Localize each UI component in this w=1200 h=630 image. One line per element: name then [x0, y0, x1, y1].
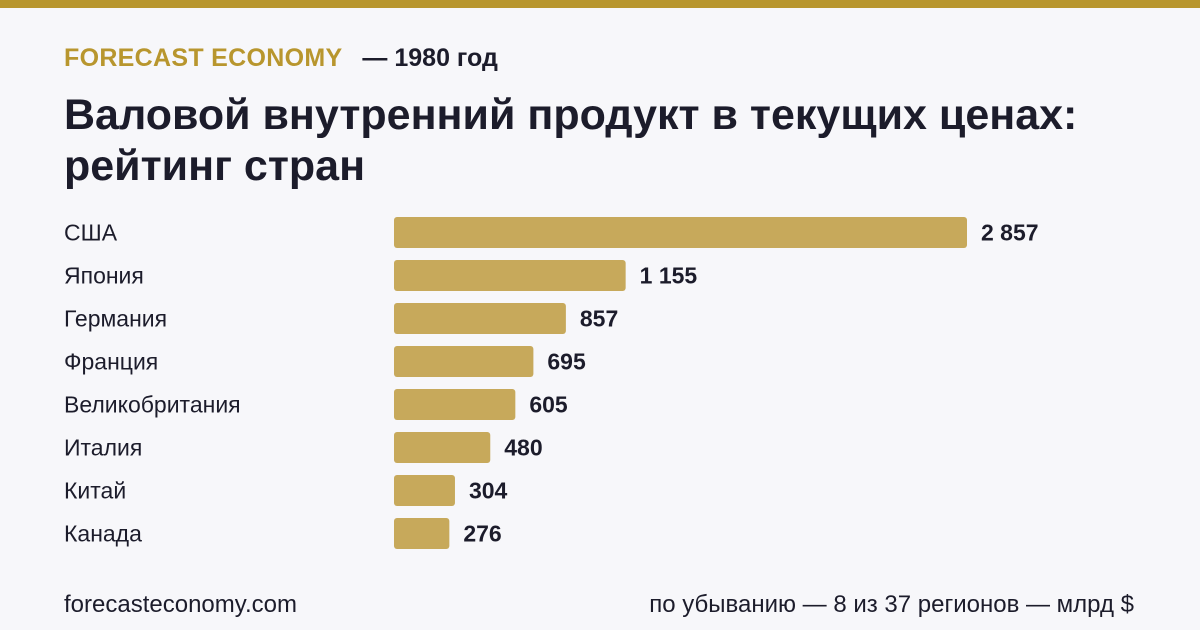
category-label: США — [64, 220, 118, 246]
bar — [394, 346, 534, 377]
category-label: Китай — [64, 478, 126, 504]
bar — [394, 475, 455, 506]
site-link[interactable]: forecasteconomy.com — [64, 591, 297, 618]
chart-note: по убыванию — 8 из 37 регионов — млрд $ — [649, 591, 1134, 618]
value-label: 695 — [547, 349, 586, 375]
bar — [394, 303, 566, 334]
value-label: 276 — [463, 521, 501, 547]
value-label: 857 — [580, 306, 618, 332]
bar — [394, 518, 450, 549]
value-label: 2 857 — [981, 220, 1039, 246]
bar — [394, 260, 626, 291]
category-label: Япония — [64, 263, 144, 289]
bar — [394, 389, 516, 420]
category-label: Италия — [64, 435, 142, 461]
bar-chart: США 2 857 Япония 1 155 Германия 857 Франция 695… — [64, 217, 1039, 549]
value-label: 480 — [504, 435, 542, 461]
top-accent-bar — [0, 0, 1200, 8]
brand-name: FORECAST ECONOMY — [64, 44, 343, 72]
category-label: Великобритания — [64, 392, 241, 418]
chart-title: Валовой внутренний продукт в текущих цен… — [64, 91, 1078, 190]
category-label: Франция — [64, 349, 158, 375]
value-label: 605 — [529, 392, 568, 418]
category-label: Германия — [64, 306, 167, 332]
bar — [394, 432, 491, 463]
bar — [394, 217, 967, 248]
value-label: 1 155 — [640, 263, 698, 289]
category-label: Канада — [64, 521, 142, 547]
value-label: 304 — [469, 478, 508, 504]
year-label: — 1980 год — [362, 44, 498, 72]
header: FORECAST ECONOMY — 1980 год — [64, 44, 498, 73]
